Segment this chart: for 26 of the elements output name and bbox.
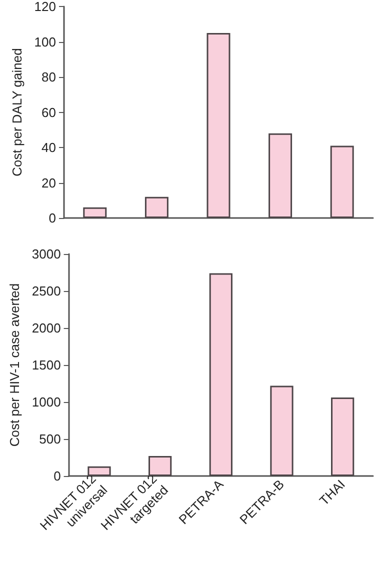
bar [209, 273, 232, 476]
y-tick-label: 1500 [32, 358, 61, 372]
y-tick-label: 120 [34, 0, 56, 14]
bar [331, 398, 354, 476]
y-tick-label: 2000 [32, 320, 61, 336]
y-tick-label: 3000 [32, 246, 61, 262]
y-tick-label: 100 [34, 34, 56, 50]
bar [270, 386, 294, 476]
y-tick-label: 1000 [32, 394, 61, 410]
bar [268, 133, 292, 218]
bar [144, 196, 168, 218]
bar [83, 207, 107, 218]
y-tick-label: 2500 [32, 284, 61, 298]
y-axis-title: Cost per HIV-1 case averted [7, 283, 22, 447]
y-tick-label: 500 [39, 432, 61, 446]
bar [88, 466, 111, 476]
bar [148, 456, 172, 476]
y-tick-label: 80 [42, 70, 56, 84]
y-tick-label: 0 [54, 468, 61, 484]
y-tick-label: 40 [42, 140, 56, 155]
y-tick-label: 20 [42, 175, 56, 190]
bar [206, 32, 230, 218]
y-tick-label: 0 [48, 210, 56, 226]
y-axis-title: Cost per DALY gained [9, 48, 24, 176]
bar [330, 146, 354, 218]
y-tick-label: 60 [42, 104, 56, 120]
